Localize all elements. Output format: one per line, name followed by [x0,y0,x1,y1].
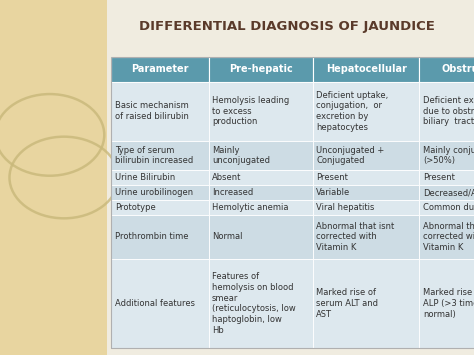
Bar [111,215,209,259]
Bar [419,215,474,259]
Bar [209,200,313,215]
Text: Marked rise of
serum ALT and
AST: Marked rise of serum ALT and AST [316,288,378,319]
Bar [209,215,313,259]
Bar [419,185,474,200]
Bar [419,259,474,348]
Text: Features of
hemolysis on blood
smear
(reticulocytosis, low
haptoglobin, low
Hb: Features of hemolysis on blood smear (re… [212,272,296,335]
Bar [209,82,313,141]
Bar [111,185,209,200]
Text: Mainly
unconjugated: Mainly unconjugated [212,146,270,165]
Bar [209,170,313,185]
Bar [313,82,419,141]
Text: Unconjugated +
Conjugated: Unconjugated + Conjugated [316,146,384,165]
Text: Prototype: Prototype [115,203,155,212]
Text: Additional features: Additional features [115,299,195,308]
Text: Marked rise of serum
ALP (>3 times
normal): Marked rise of serum ALP (>3 times norma… [423,288,474,319]
Text: Deficient excretion
due to obstruction of
biliary  tract: Deficient excretion due to obstruction o… [423,96,474,126]
Text: Normal: Normal [212,233,242,241]
Text: Urine urobilinogen: Urine urobilinogen [115,188,193,197]
Text: Viral hepatitis: Viral hepatitis [316,203,374,212]
Bar [419,170,474,185]
Bar [313,170,419,185]
Bar [313,259,419,348]
Bar [111,200,209,215]
Text: Hemolysis leading
to excess
production: Hemolysis leading to excess production [212,96,289,126]
Bar [0,0,107,355]
Bar [419,57,474,82]
Bar [313,57,419,82]
Bar [111,57,209,82]
Bar [419,82,474,141]
Text: Variable: Variable [316,188,350,197]
Bar [313,200,419,215]
Bar [313,215,419,259]
Text: Present: Present [316,173,348,182]
Bar [209,57,313,82]
Bar [111,57,474,348]
Bar [209,185,313,200]
Text: Present: Present [423,173,455,182]
Bar [111,141,209,170]
Text: Urine Bilirubin: Urine Bilirubin [115,173,175,182]
Bar [419,141,474,170]
Bar [111,170,209,185]
Bar [209,141,313,170]
Bar [111,259,209,348]
Text: Decreased/Absent: Decreased/Absent [423,188,474,197]
Text: Hepatocellular: Hepatocellular [326,64,407,74]
Bar [111,82,209,141]
Text: Common duct stone: Common duct stone [423,203,474,212]
Text: Abnormal that isnt
corrected with
Vitamin K: Abnormal that isnt corrected with Vitami… [316,222,394,252]
Text: Type of serum
bilirubin increased: Type of serum bilirubin increased [115,146,193,165]
Bar [313,185,419,200]
Text: Mainly conjugated
(>50%): Mainly conjugated (>50%) [423,146,474,165]
Text: DIFFERENTIAL DIAGNOSIS OF JAUNDICE: DIFFERENTIAL DIAGNOSIS OF JAUNDICE [139,20,435,33]
Bar [419,200,474,215]
Bar [313,141,419,170]
Bar [209,259,313,348]
Text: Deficient uptake,
conjugation,  or
excretion by
hepatocytes: Deficient uptake, conjugation, or excret… [316,91,388,132]
Text: Absent: Absent [212,173,241,182]
Text: Basic mechanism
of raised bilirubin: Basic mechanism of raised bilirubin [115,102,189,121]
Text: Increased: Increased [212,188,253,197]
Text: Pre-hepatic: Pre-hepatic [229,64,292,74]
Text: Obstructive: Obstructive [442,64,474,74]
Text: Prothrombin time: Prothrombin time [115,233,188,241]
Text: Parameter: Parameter [131,64,189,74]
Text: Hemolytic anemia: Hemolytic anemia [212,203,288,212]
Text: Abnormal that is
corrected with
Vitamin K: Abnormal that is corrected with Vitamin … [423,222,474,252]
